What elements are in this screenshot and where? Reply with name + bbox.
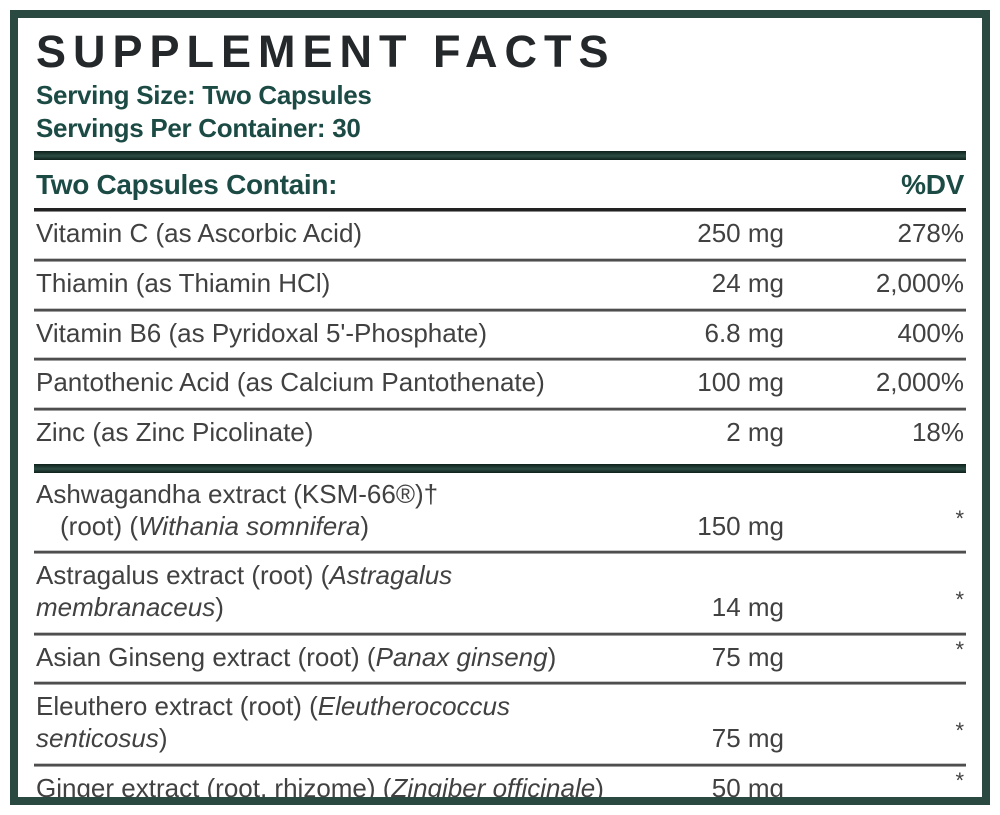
- nutrient-amount: 150 mg: [697, 510, 784, 541]
- nutrient-name: Ashwagandha extract (KSM-66®)† (root) (Wi…: [36, 478, 439, 541]
- nutrient-dv: 18%: [911, 417, 964, 448]
- nutrient-amount: 75 mg: [711, 641, 784, 672]
- nutrient-name: Vitamin C (as Ascorbic Acid): [36, 218, 363, 249]
- nutrient-row: Ginger extract (root, rhizome) (Zingiber…: [34, 767, 966, 803]
- row-divider: [34, 257, 966, 262]
- panel-title: SUPPLEMENT FACTS: [36, 26, 616, 77]
- nutrient-name: Thiamin (as Thiamin HCl): [36, 267, 331, 298]
- nutrient-dv: 2,000%: [875, 267, 964, 298]
- nutrient-amount: 6.8 mg: [704, 317, 785, 348]
- table-header-dv: %DV: [901, 169, 964, 201]
- nutrient-name: Ginger extract (root, rhizome) (Zingiber…: [36, 772, 604, 803]
- row-divider: [34, 631, 966, 636]
- nutrient-name: Astragalus extract (root) (Astragalus me…: [36, 560, 453, 622]
- supplement-facts-panel: SUPPLEMENT FACTS Serving Size: Two Capsu…: [10, 10, 990, 805]
- nutrient-row: Vitamin C (as Ascorbic Acid) 250 mg 278%: [34, 212, 966, 258]
- nutrient-dv: *: [955, 587, 964, 612]
- nutrient-row: Pantothenic Acid (as Calcium Pantothenat…: [34, 361, 966, 407]
- nutrient-amount: 24 mg: [711, 267, 784, 298]
- row-divider: [34, 407, 966, 412]
- row-divider: [34, 357, 966, 362]
- header-underline: [34, 208, 966, 213]
- nutrient-row: Eleuthero extract (root) (Eleutherococcu…: [34, 685, 966, 762]
- nutrient-name: Eleuthero extract (root) (Eleutherococcu…: [36, 691, 511, 754]
- nutrient-row: Asian Ginseng extract (root) (Panax gins…: [34, 636, 966, 682]
- nutrient-amount: 50 mg: [711, 772, 784, 803]
- nutrient-amount: 14 mg: [711, 592, 784, 622]
- nutrient-dv: *: [955, 505, 964, 531]
- nutrient-name: Vitamin B6 (as Pyridoxal 5'-Phosphate): [36, 317, 488, 348]
- nutrient-row: Astragalus extract (root) (Astragalus me…: [34, 554, 966, 631]
- botanical-rows-section: Ashwagandha extract (KSM-66®)† (root) (Wi…: [34, 473, 966, 803]
- section-divider-bar: [34, 151, 966, 161]
- vitamin-rows-section: Vitamin C (as Ascorbic Acid) 250 mg 278% Th…: [34, 212, 966, 457]
- nutrient-dv: *: [955, 636, 964, 662]
- nutrient-amount: 250 mg: [697, 218, 784, 249]
- nutrient-row: Ashwagandha extract (KSM-66®)† (root) (Wi…: [34, 473, 966, 550]
- nutrient-dv: 2,000%: [875, 367, 964, 398]
- servings-per-container-line: Servings Per Container: 30: [36, 112, 361, 143]
- nutrient-amount: 2 mg: [726, 417, 784, 448]
- row-divider: [34, 681, 966, 686]
- nutrient-dv: *: [955, 767, 964, 793]
- nutrient-amount: 100 mg: [697, 367, 784, 398]
- nutrient-dv: 278%: [897, 218, 965, 249]
- table-header-contains: Two Capsules Contain:: [36, 169, 338, 201]
- row-divider: [34, 550, 966, 555]
- section-divider-bar: [34, 463, 966, 473]
- row-divider: [34, 307, 966, 312]
- nutrient-name: Asian Ginseng extract (root) (Panax gins…: [36, 641, 557, 672]
- serving-size-line: Serving Size: Two Capsules: [36, 80, 372, 111]
- table-header-row: Two Capsules Contain: %DV: [34, 160, 966, 208]
- nutrient-row: Thiamin (as Thiamin HCl) 24 mg 2,000%: [34, 262, 966, 308]
- nutrient-dv: 400%: [897, 317, 965, 348]
- nutrient-row: Vitamin B6 (as Pyridoxal 5'-Phosphate) 6.…: [34, 312, 966, 358]
- nutrient-dv: *: [955, 718, 964, 744]
- nutrient-row: Zinc (as Zinc Picolinate) 2 mg 18%: [34, 411, 966, 457]
- nutrient-name: Pantothenic Acid (as Calcium Pantothenat…: [36, 367, 545, 398]
- nutrient-amount: 75 mg: [711, 723, 784, 754]
- row-divider: [34, 762, 966, 767]
- nutrient-name: Zinc (as Zinc Picolinate): [36, 417, 314, 448]
